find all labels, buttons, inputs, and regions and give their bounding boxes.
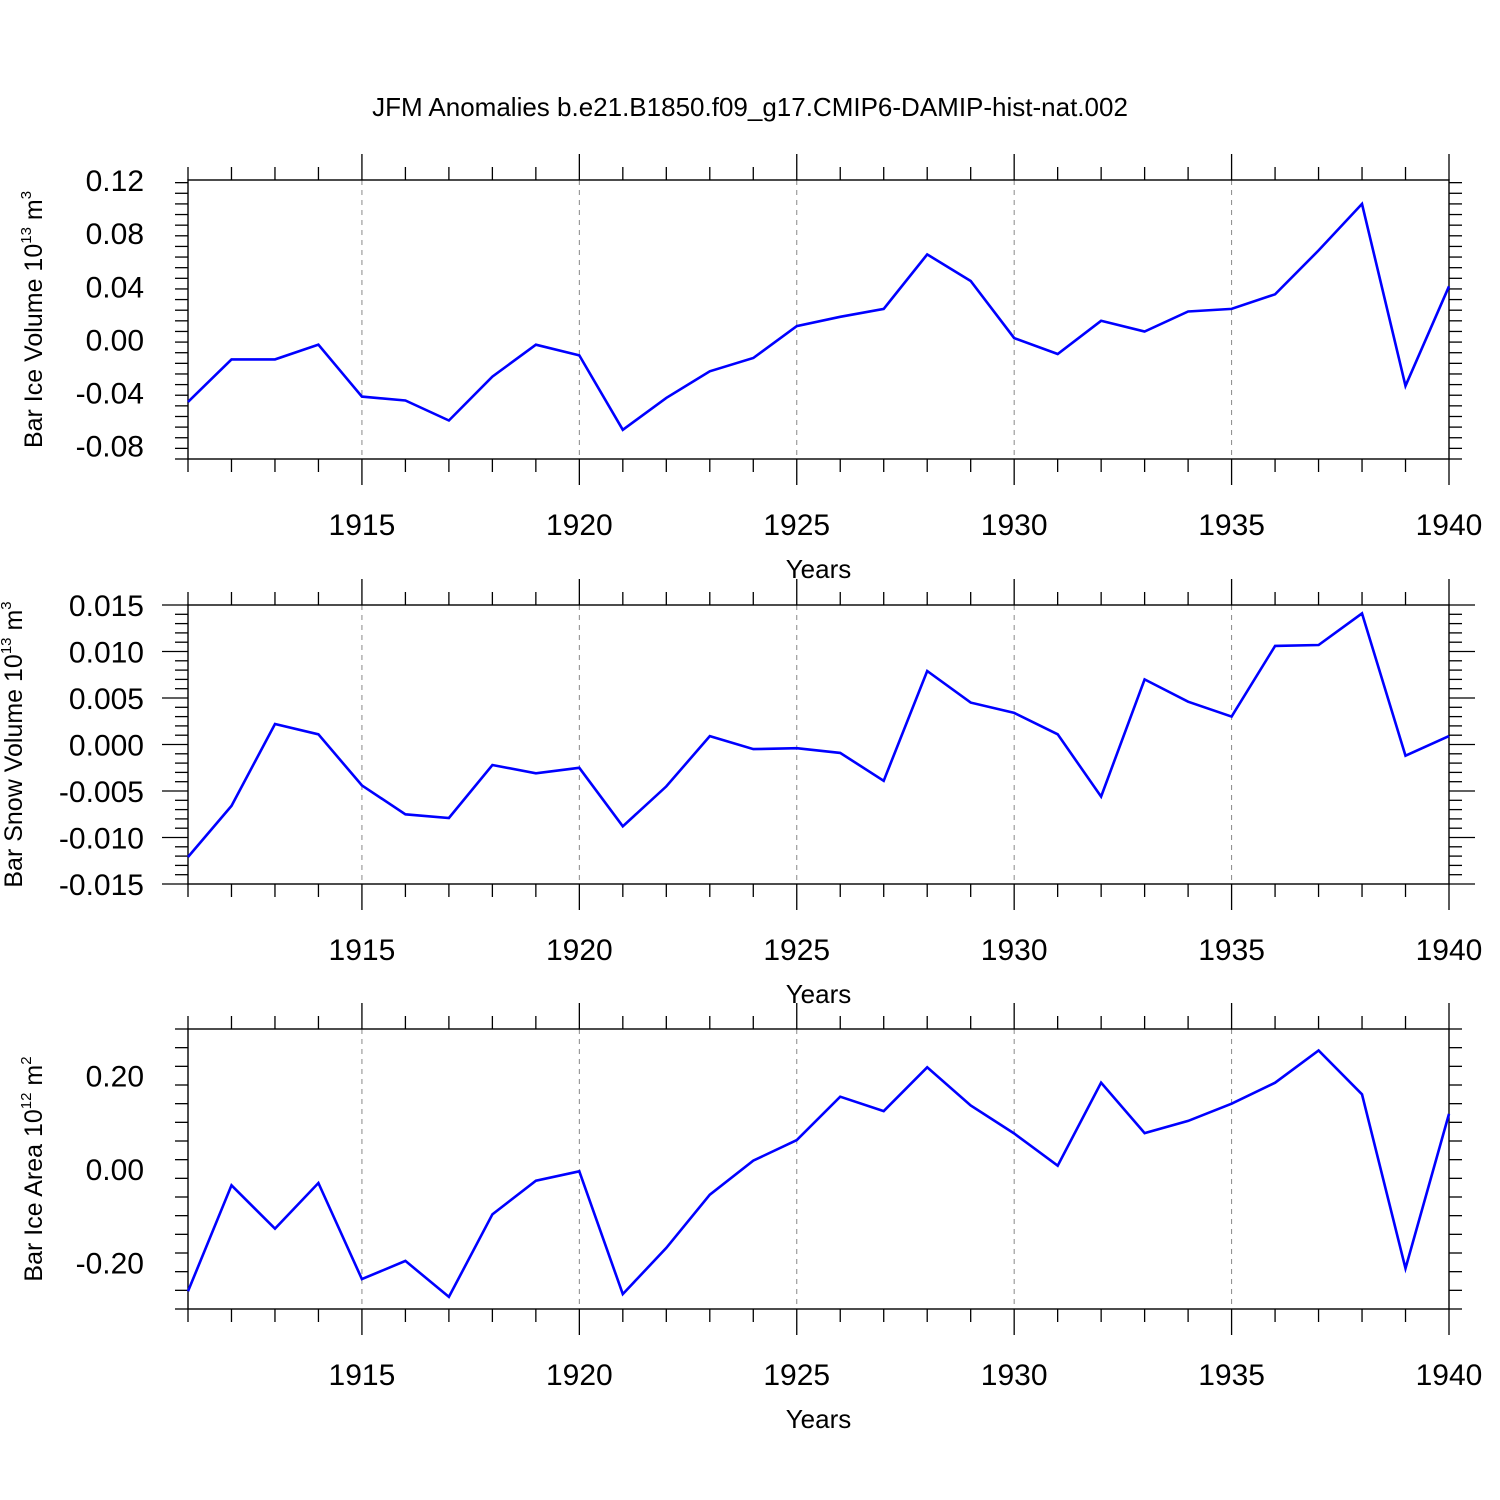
y-tick-label: 0.00 xyxy=(86,324,144,357)
plot-frame xyxy=(187,179,1450,460)
x-tick-label-1925: 1925 xyxy=(763,1359,830,1392)
plot-frame xyxy=(187,604,1450,885)
x-tick-label-1920: 1920 xyxy=(546,934,613,967)
y-tick-label: -0.005 xyxy=(59,776,144,809)
y-tick-label: 0.04 xyxy=(86,271,144,304)
y-axis-label: Bar Ice Volume 1013 m3 xyxy=(18,191,48,448)
x-tick-label-1915: 1915 xyxy=(329,934,396,967)
y-tick-label: 0.015 xyxy=(69,590,144,623)
x-tick-label-1925: 1925 xyxy=(763,509,830,542)
y-tick-label: 0.12 xyxy=(86,165,144,198)
series-line xyxy=(187,201,1451,432)
y-axis-label: Bar Ice Area 1012 m2 xyxy=(18,1056,48,1281)
y-tick-label: 0.010 xyxy=(69,637,144,670)
x-axis-label: Years xyxy=(786,554,852,584)
x-tick-label-1940: 1940 xyxy=(1416,509,1483,542)
panel-ice-area: 1915 1920 1925 1930 1935 1940 -0.20 0.00 0.20 Yea… xyxy=(18,1003,1482,1434)
x-axis-label: Years xyxy=(786,1404,852,1434)
x-tick-label-1940: 1940 xyxy=(1416,1359,1483,1392)
y-tick-label: 0.00 xyxy=(86,1154,144,1187)
x-tick-label-1915: 1915 xyxy=(329,1359,396,1392)
x-axis-label: Years xyxy=(786,979,852,1009)
plot-frame xyxy=(187,1028,1450,1310)
x-tick-label-1935: 1935 xyxy=(1198,1359,1265,1392)
panel-snow-volume: 1915 1920 1925 1930 1935 1940 -0.015 -0.010 -0.0… xyxy=(0,579,1482,1009)
x-tick-label-1940: 1940 xyxy=(1416,934,1483,967)
y-tick-label: -0.08 xyxy=(76,431,144,464)
series-line xyxy=(187,611,1450,858)
series-line xyxy=(186,1048,1451,1299)
y-tick-label: 0.20 xyxy=(86,1061,144,1094)
x-tick-label-1935: 1935 xyxy=(1198,934,1265,967)
x-tick-label-1930: 1930 xyxy=(981,509,1048,542)
x-tick-label-1930: 1930 xyxy=(981,1359,1048,1392)
y-tick-label: 0.08 xyxy=(86,218,144,251)
y-axis-label: Bar Snow Volume 1013 m3 xyxy=(0,601,28,887)
x-tick-label-1935: 1935 xyxy=(1198,509,1265,542)
panel-ice-volume: 1915 1920 1925 1930 1935 1940 -0.08 -0.04 0.00 0.… xyxy=(18,154,1482,584)
y-tick-label: 0.005 xyxy=(69,683,144,716)
y-tick-label: -0.015 xyxy=(59,869,144,902)
y-tick-label: -0.20 xyxy=(76,1247,144,1280)
y-tick-label: -0.04 xyxy=(76,378,144,411)
x-tick-label-1925: 1925 xyxy=(763,934,830,967)
y-tick-label: 0.000 xyxy=(69,730,144,763)
x-tick-label-1915: 1915 xyxy=(329,509,396,542)
x-tick-label-1930: 1930 xyxy=(981,934,1048,967)
x-tick-label-1920: 1920 xyxy=(546,1359,613,1392)
y-tick-label: -0.010 xyxy=(59,823,144,856)
x-tick-label-1920: 1920 xyxy=(546,509,613,542)
figure-title: JFM Anomalies b.e21.B1850.f09_g17.CMIP6-… xyxy=(372,92,1128,122)
